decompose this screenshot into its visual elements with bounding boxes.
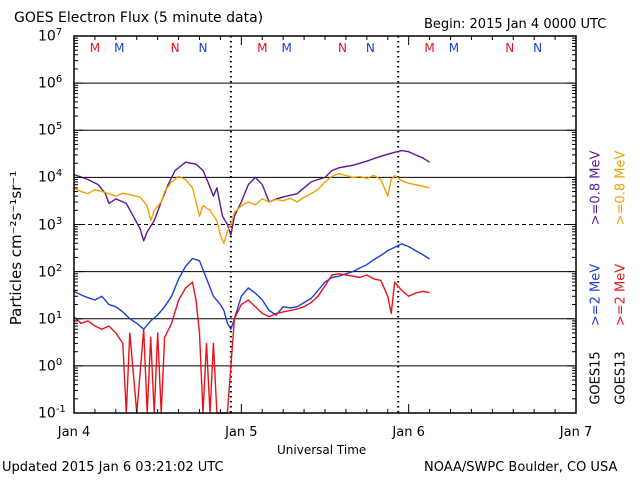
y-tick-exponent: -1 — [55, 404, 66, 415]
axis-ticks — [73, 35, 577, 414]
x-tick-label: Jan 4 — [57, 425, 91, 440]
x-tick-label: Jan 5 — [225, 425, 258, 440]
marker-M: M — [90, 41, 100, 55]
y-tick-exponent: 7 — [55, 27, 63, 38]
legend-goes15-08: >=0.8 MeV — [588, 150, 604, 226]
marker-M: M — [424, 41, 434, 55]
y-tick-exponent: 5 — [55, 121, 63, 133]
series-g15_2-line — [73, 243, 430, 330]
marker-N: N — [533, 41, 542, 55]
marker-N: N — [338, 41, 347, 55]
y-tick-exponent: 1 — [55, 309, 63, 321]
series-g15_08-line — [73, 149, 430, 242]
y-tick-exponent: 2 — [55, 262, 63, 274]
credit-text: NOAA/SWPC Boulder, CO USA — [424, 460, 618, 475]
series-g13_08-line — [73, 172, 430, 245]
y-tick-label: 100 — [38, 357, 62, 375]
y-axis-label: Particles cm⁻²s⁻¹sr⁻¹ — [7, 170, 25, 326]
x-axis-label: Universal Time — [277, 443, 367, 457]
y-tick-label: 101 — [38, 310, 62, 328]
legend-goes13-2: >=2 MeV — [613, 263, 629, 327]
legend-goes13: GOES13 — [613, 351, 629, 405]
y-tick-base: 10 — [38, 264, 56, 281]
y-tick-label: 104 — [38, 168, 62, 186]
marker-M: M — [257, 41, 267, 55]
marker-M: M — [449, 41, 459, 55]
marker-N: N — [505, 41, 514, 55]
y-tick-base: 10 — [38, 170, 56, 187]
gridlines — [74, 35, 576, 414]
begin-time: Begin: 2015 Jan 4 0000 UTC — [424, 17, 607, 32]
y-tick-base: 10 — [38, 358, 56, 375]
y-tick-label: 102 — [38, 263, 62, 281]
legend-goes15-2: >=2 MeV — [588, 263, 604, 327]
y-tick-base: 10 — [38, 405, 56, 422]
marker-N: N — [171, 41, 180, 55]
series-lines — [73, 149, 430, 414]
y-tick-exponent: 0 — [55, 356, 63, 368]
y-tick-label: 10-1 — [38, 404, 66, 422]
legend-goes15: GOES15 — [588, 351, 604, 405]
marker-M: M — [281, 41, 291, 55]
y-tick-base: 10 — [38, 217, 56, 234]
chart-title: GOES Electron Flux (5 minute data) — [14, 10, 264, 26]
y-tick-base: 10 — [38, 122, 56, 139]
y-tick-exponent: 6 — [55, 74, 63, 86]
marker-M: M — [114, 41, 124, 55]
marker-N: N — [198, 41, 207, 55]
updated-timestamp: Updated 2015 Jan 6 03:21:02 UTC — [2, 460, 224, 475]
y-tick-exponent: 3 — [55, 215, 63, 227]
x-tick-label: Jan 7 — [559, 425, 593, 440]
y-tick-label: 103 — [38, 216, 62, 234]
y-tick-base: 10 — [38, 311, 56, 328]
y-tick-label: 107 — [38, 27, 62, 45]
series-g13_2-line — [73, 273, 430, 414]
y-tick-base: 10 — [38, 75, 56, 92]
x-tick-label: Jan 6 — [392, 425, 425, 440]
legend-goes13-08: >=0.8 MeV — [613, 150, 629, 226]
y-tick-base: 10 — [38, 28, 56, 45]
y-tick-exponent: 4 — [55, 168, 63, 180]
marker-N: N — [366, 41, 375, 55]
y-tick-label: 105 — [38, 121, 62, 139]
y-tick-label: 106 — [38, 74, 62, 92]
